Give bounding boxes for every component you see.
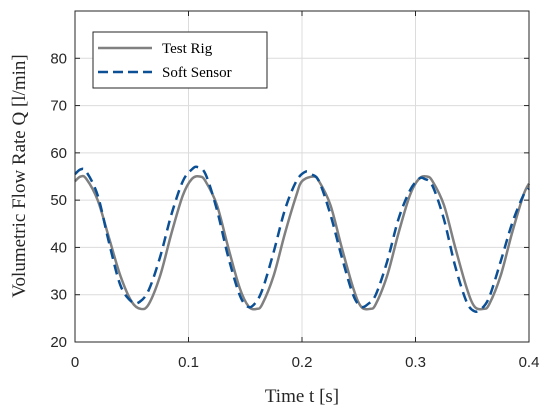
legend-box (92, 31, 268, 89)
series-line-soft-sensor (74, 165, 530, 313)
tick-labels: 0 0.1 0.2 0.3 0.4 20 30 40 50 60 70 80 (50, 50, 539, 371)
y-tick-label: 30 (50, 287, 67, 304)
x-tick-label: 0.1 (178, 354, 199, 371)
legend-label-soft-sensor: Soft Sensor (162, 65, 232, 81)
x-tick-label: 0.3 (405, 354, 426, 371)
series-layer (74, 165, 531, 313)
x-axis-title: Time t [s] (265, 386, 339, 407)
y-tick-label: 60 (50, 145, 67, 162)
x-tick-label: 0.4 (519, 354, 540, 371)
legend: Test Rig Soft Sensor (92, 31, 268, 89)
x-tick-label: 0.2 (292, 354, 313, 371)
series-line-test-rig (74, 174, 531, 311)
y-tick-label: 20 (50, 334, 67, 351)
y-tick-label: 50 (50, 192, 67, 209)
legend-label-test-rig: Test Rig (162, 41, 213, 57)
y-axis-title: Volumetric Flow Rate Q [l/min] (9, 54, 30, 297)
ticks (74, 11, 530, 343)
x-tick-label: 0 (71, 354, 79, 371)
y-tick-label: 40 (50, 239, 67, 256)
y-tick-label: 70 (50, 98, 67, 115)
y-tick-label: 80 (50, 50, 67, 67)
